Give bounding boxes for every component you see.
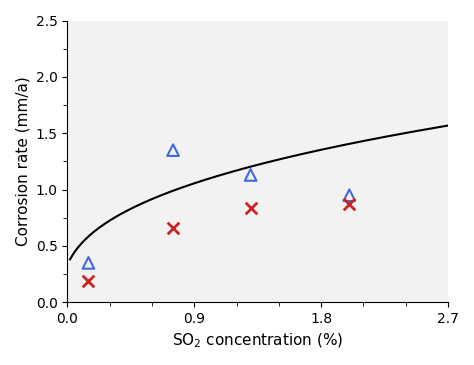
Point <box>85 278 92 284</box>
X-axis label: SO$_2$ concentration (%): SO$_2$ concentration (%) <box>172 331 343 350</box>
Point <box>346 192 353 198</box>
Point <box>169 147 177 153</box>
Point <box>169 225 177 231</box>
Point <box>346 201 353 207</box>
Point <box>247 205 255 211</box>
Point <box>247 172 255 178</box>
Point <box>85 260 92 266</box>
Y-axis label: Corrosion rate (mm/a): Corrosion rate (mm/a) <box>15 77 30 246</box>
